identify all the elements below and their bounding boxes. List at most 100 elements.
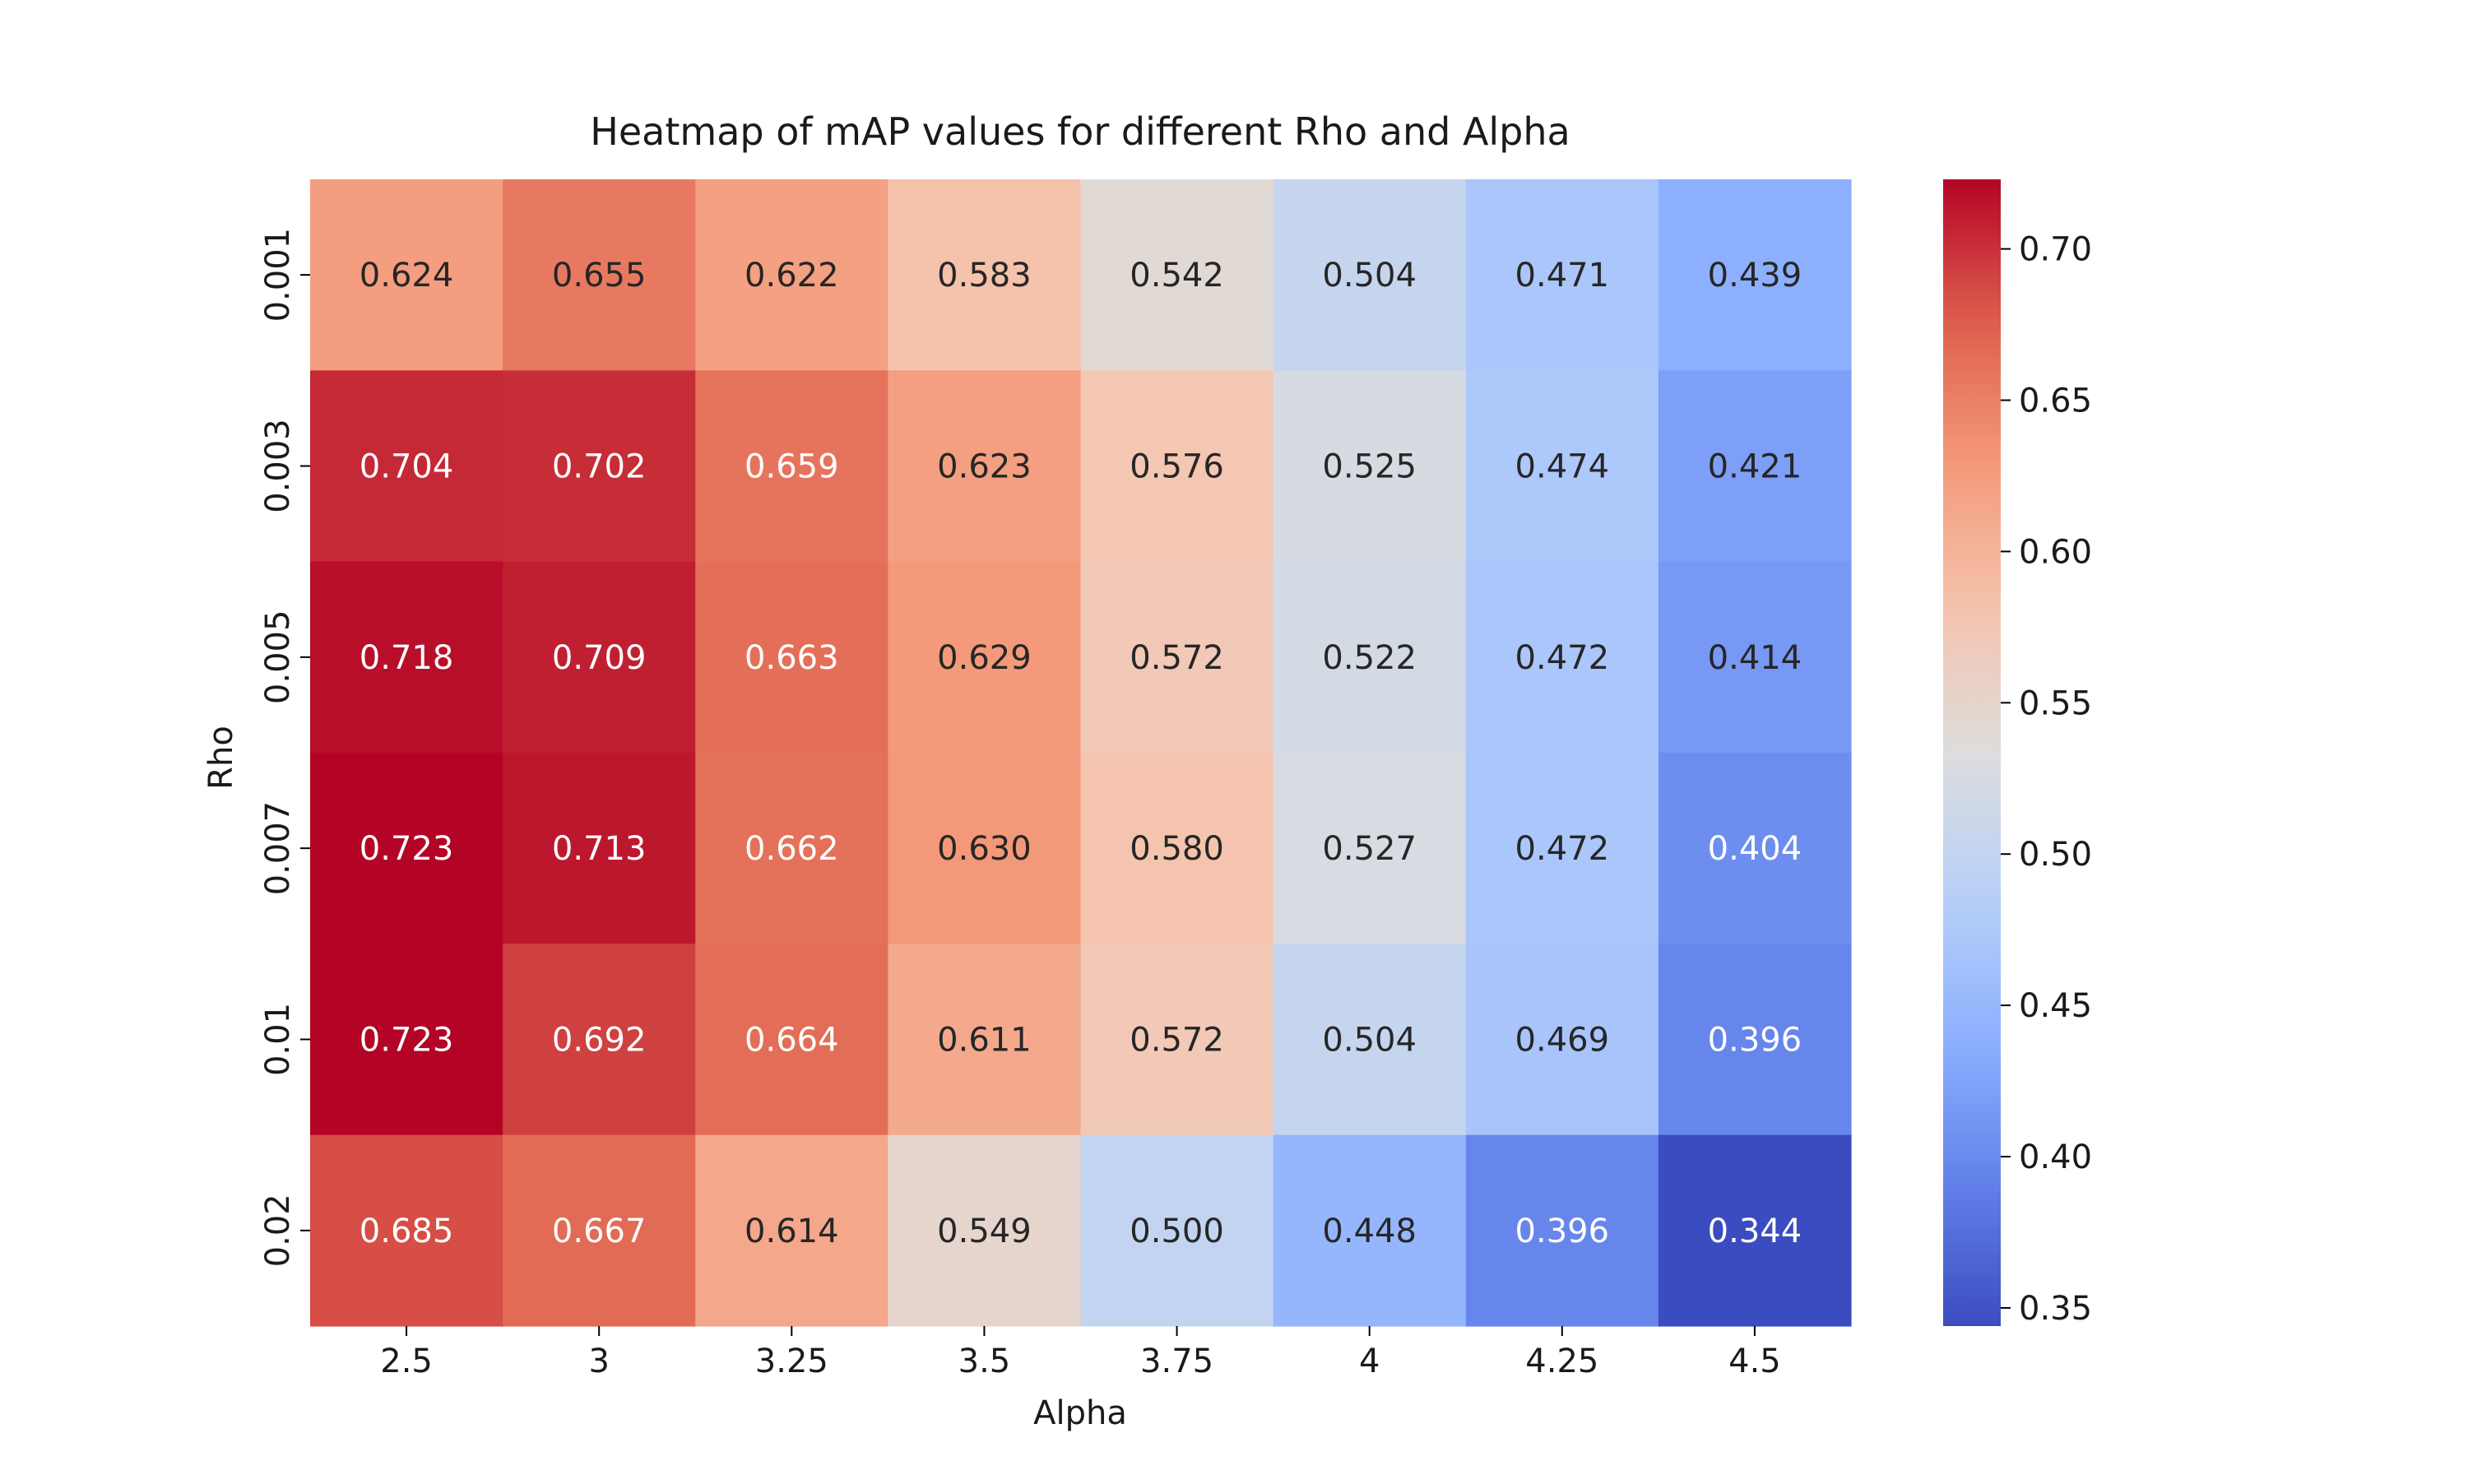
x-tick-label: 4.5: [1728, 1343, 1781, 1380]
colorbar-tick-label: 0.60: [2019, 533, 2092, 571]
cell-value-label: 0.723: [360, 1022, 454, 1060]
cell-value-label: 0.421: [1708, 448, 1802, 486]
cell-value-label: 0.704: [360, 448, 454, 486]
heatmap-cell: [503, 370, 696, 563]
cell-value-label: 0.471: [1515, 257, 1610, 294]
heatmap-cell: [888, 1134, 1082, 1327]
cell-value-label: 0.685: [360, 1213, 454, 1250]
heatmap-cell: [310, 753, 503, 944]
heatmap-cell: [888, 753, 1082, 944]
heatmap-cell: [888, 179, 1082, 371]
cell-value-label: 0.630: [937, 830, 1032, 868]
cell-value-label: 0.611: [937, 1022, 1032, 1060]
cell-value-label: 0.549: [937, 1213, 1032, 1250]
cell-value-label: 0.713: [552, 830, 647, 868]
cell-value-label: 0.572: [1130, 639, 1224, 677]
cell-value-label: 0.576: [1130, 448, 1224, 486]
cell-value-label: 0.414: [1708, 639, 1802, 677]
heatmap-cell: [310, 370, 503, 563]
x-axis-label: Alpha: [1033, 1394, 1127, 1432]
cell-value-label: 0.709: [552, 639, 647, 677]
cell-value-label: 0.624: [360, 257, 454, 294]
heatmap-cell: [503, 1134, 696, 1327]
heatmap-cell: [1658, 753, 1852, 944]
heatmap-cell: [1658, 1134, 1852, 1327]
cell-value-label: 0.448: [1322, 1213, 1417, 1250]
x-tick-label: 3.5: [958, 1343, 1011, 1380]
cell-value-label: 0.614: [745, 1213, 839, 1250]
heatmap-cell: [1658, 370, 1852, 563]
heatmap-cell: [888, 370, 1082, 563]
cell-value-label: 0.404: [1708, 830, 1802, 868]
heatmap-cell: [695, 561, 888, 754]
x-tick-label: 3.75: [1140, 1343, 1213, 1380]
x-tick-label: 3: [588, 1343, 609, 1380]
y-axis-ticks: 0.001 0.003 0.005 0.007 0.01 0.02: [259, 228, 310, 1267]
heatmap-cell: [1658, 179, 1852, 371]
cell-value-label: 0.702: [552, 448, 647, 486]
colorbar-tick-label: 0.70: [2019, 231, 2092, 269]
heatmap-cell: [310, 179, 503, 371]
heatmap-cell: [1080, 561, 1274, 754]
x-tick-label: 3.25: [755, 1343, 828, 1380]
cell-value-label: 0.692: [552, 1022, 647, 1060]
colorbar-ticks: 0.35 0.40 0.45 0.50 0.55 0.60 0.65 0.70: [2001, 231, 2092, 1328]
cell-value-label: 0.663: [745, 639, 839, 677]
colorbar-tick-label: 0.35: [2019, 1290, 2092, 1328]
y-tick-label: 0.01: [259, 1003, 297, 1076]
x-tick-label: 2.5: [380, 1343, 433, 1380]
heatmap-cell: [1465, 561, 1659, 754]
heatmap-cell: [695, 370, 888, 563]
heatmap-cell: [1465, 753, 1659, 944]
colorbar-tick-label: 0.40: [2019, 1139, 2092, 1176]
y-tick-label: 0.005: [259, 610, 297, 705]
heatmap-cell: [310, 1134, 503, 1327]
cell-value-label: 0.580: [1130, 830, 1224, 868]
x-axis-ticks: 2.5 3 3.25 3.5 3.75 4 4.25 4.5: [380, 1326, 1781, 1380]
heatmap-cell: [695, 1134, 888, 1327]
cell-value-label: 0.504: [1322, 1022, 1417, 1060]
cell-value-label: 0.718: [360, 639, 454, 677]
cell-value-label: 0.542: [1130, 257, 1224, 294]
heatmap-cell: [1273, 1134, 1467, 1327]
y-tick-label: 0.02: [259, 1194, 297, 1267]
cell-value-label: 0.664: [745, 1022, 839, 1060]
chart-title: Heatmap of mAP values for different Rho …: [590, 109, 1570, 154]
colorbar-tick-label: 0.55: [2019, 684, 2092, 722]
heatmap-cell: [1080, 1134, 1274, 1327]
heatmap-cell: [503, 944, 696, 1136]
heatmap-cell: [1465, 1134, 1659, 1327]
x-tick-label: 4: [1359, 1343, 1380, 1380]
colorbar-tick-label: 0.65: [2019, 383, 2092, 420]
cell-value-label: 0.472: [1515, 639, 1610, 677]
heatmap-cell: [695, 753, 888, 944]
y-tick-label: 0.003: [259, 419, 297, 513]
y-tick-label: 0.001: [259, 228, 297, 322]
heatmap-cell: [1465, 179, 1659, 371]
cell-value-label: 0.662: [745, 830, 839, 868]
cell-value-label: 0.344: [1708, 1213, 1802, 1250]
heatmap-cell: [888, 561, 1082, 754]
heatmap-cell: [1080, 944, 1274, 1136]
heatmap-cell: [1080, 370, 1274, 563]
heatmap-cell: [1658, 561, 1852, 754]
cell-value-label: 0.469: [1515, 1022, 1610, 1060]
cell-value-label: 0.527: [1322, 830, 1417, 868]
heatmap-cell: [1658, 944, 1852, 1136]
cell-value-label: 0.522: [1322, 639, 1417, 677]
heatmap-cell: [1273, 370, 1467, 563]
cell-value-label: 0.500: [1130, 1213, 1224, 1250]
cell-value-label: 0.622: [745, 257, 839, 294]
heatmap-cell: [1080, 753, 1274, 944]
cell-value-label: 0.583: [937, 257, 1032, 294]
cell-value-label: 0.504: [1322, 257, 1417, 294]
heatmap-cell: [503, 179, 696, 371]
heatmap-cell: [888, 944, 1082, 1136]
cell-value-label: 0.623: [937, 448, 1032, 486]
heatmap-cell: [1080, 179, 1274, 371]
colorbar-tick-label: 0.45: [2019, 987, 2092, 1025]
heatmap-cell: [695, 944, 888, 1136]
y-axis-label: Rho: [202, 726, 240, 790]
